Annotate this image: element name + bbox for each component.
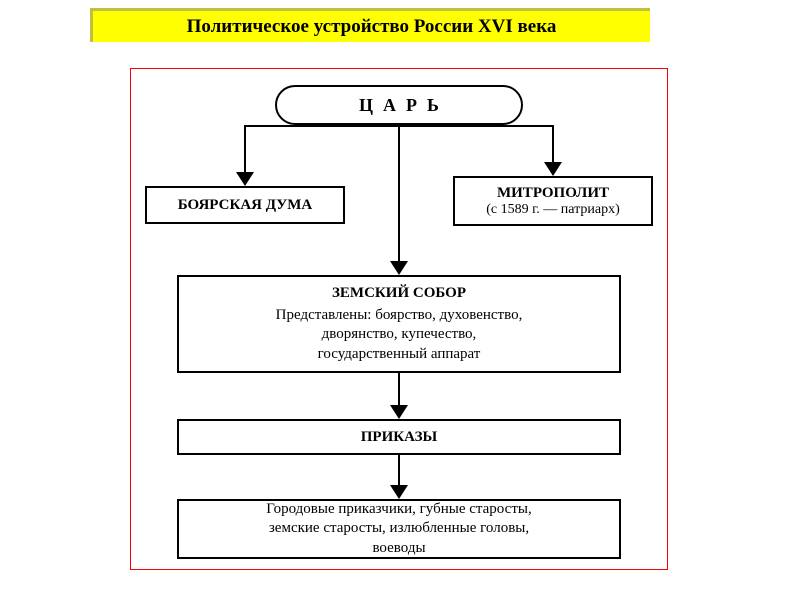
node-mitropolit: МИТРОПОЛИТ (с 1589 г. — патриарх) bbox=[453, 176, 653, 226]
arrow-to-mitropolit bbox=[544, 162, 562, 176]
sobor-line2: Представлены: боярство, духовенство, bbox=[276, 306, 523, 326]
sobor-line1: ЗЕМСКИЙ СОБОР bbox=[332, 284, 466, 304]
local-line3: воеводы bbox=[372, 539, 425, 559]
mitropolit-line1: МИТРОПОЛИТ bbox=[497, 185, 609, 202]
sobor-line4: государственный аппарат bbox=[318, 345, 481, 365]
tsar-label: ЦАРЬ bbox=[359, 95, 449, 116]
connector-v-left bbox=[244, 125, 246, 172]
arrow-to-duma bbox=[236, 172, 254, 186]
duma-label: БОЯРСКАЯ ДУМА bbox=[178, 197, 313, 214]
connector-v-mid bbox=[398, 125, 400, 261]
page-title: Политическое устройство России XVI века bbox=[90, 8, 650, 42]
local-line2: земские старосты, излюбленные головы, bbox=[269, 519, 529, 539]
connector-sobor-prikazy bbox=[398, 373, 400, 405]
node-tsar: ЦАРЬ bbox=[275, 85, 523, 125]
node-local: Городовые приказчики, губные старосты, з… bbox=[177, 499, 621, 559]
sobor-line3: дворянство, купечество, bbox=[322, 325, 477, 345]
arrow-to-local bbox=[390, 485, 408, 499]
mitropolit-line2: (с 1589 г. — патриарх) bbox=[486, 202, 620, 218]
arrow-to-sobor bbox=[390, 261, 408, 275]
node-duma: БОЯРСКАЯ ДУМА bbox=[145, 186, 345, 224]
node-prikazy: ПРИКАЗЫ bbox=[177, 419, 621, 455]
node-sobor: ЗЕМСКИЙ СОБОР Представлены: боярство, ду… bbox=[177, 275, 621, 373]
local-line1: Городовые приказчики, губные старосты, bbox=[266, 500, 531, 520]
diagram-frame: ЦАРЬ БОЯРСКАЯ ДУМА МИТРОПОЛИТ (с 1589 г.… bbox=[130, 68, 668, 570]
arrow-to-prikazy bbox=[390, 405, 408, 419]
title-text: Политическое устройство России XVI века bbox=[187, 16, 557, 38]
connector-prikazy-local bbox=[398, 455, 400, 485]
prikazy-label: ПРИКАЗЫ bbox=[361, 429, 437, 446]
connector-v-right bbox=[552, 125, 554, 162]
